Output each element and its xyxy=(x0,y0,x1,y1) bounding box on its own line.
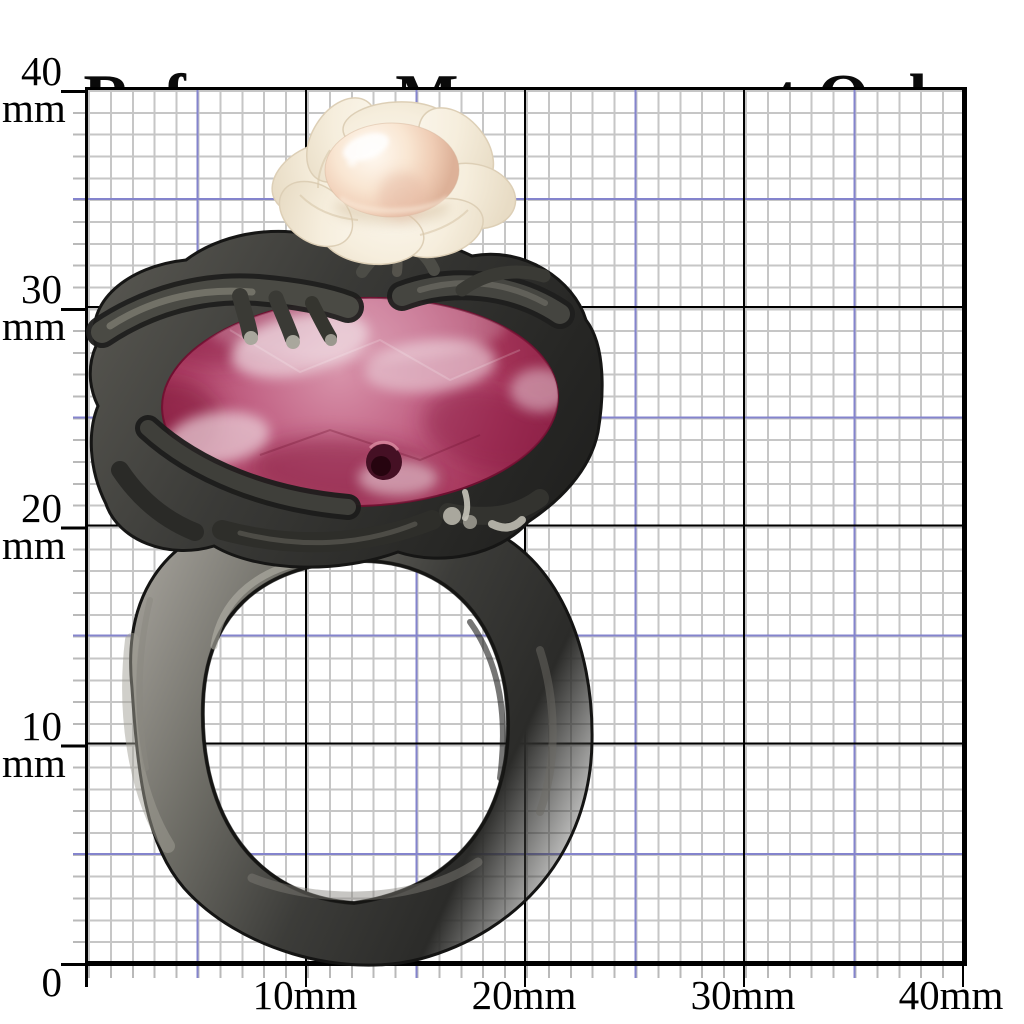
y-axis-origin-label: 0 xyxy=(41,959,63,1005)
x-axis-label-10mm: 10mm xyxy=(252,972,358,1018)
y-axis-label-20mm: 20 mm xyxy=(2,485,66,568)
x-axis-major-ticks xyxy=(88,966,966,987)
y-axis-major-ticks xyxy=(61,90,85,966)
x-axis-label-30mm: 30mm xyxy=(690,972,796,1018)
y-axis-label-40mm: 40 mm xyxy=(2,48,66,131)
y-axis-label-10mm: 10 mm xyxy=(2,703,66,786)
y-axis-tail xyxy=(85,966,88,987)
y-axis-label-30mm: 30 mm xyxy=(2,266,66,349)
measurement-grid xyxy=(85,87,967,966)
x-axis-label-40mm: 40mm xyxy=(898,972,1004,1018)
x-axis-label-20mm: 20mm xyxy=(471,972,577,1018)
